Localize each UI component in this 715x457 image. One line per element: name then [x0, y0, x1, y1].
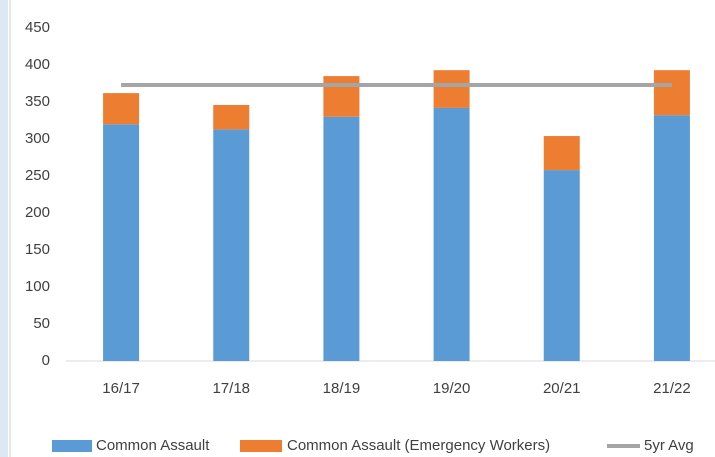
y-tick-label: 300: [25, 130, 50, 147]
y-tick-label: 450: [25, 19, 50, 36]
legend-label: Common Assault (Emergency Workers): [287, 437, 550, 454]
legend-label: Common Assault: [96, 437, 210, 454]
bar-segment: [433, 70, 470, 108]
x-tick-label: 20/21: [543, 380, 581, 397]
x-tick-label: 18/19: [323, 380, 361, 397]
y-tick-label: 250: [25, 167, 50, 184]
y-tick-label: 100: [25, 278, 50, 295]
side-strip: [0, 0, 8, 457]
bar-segment: [323, 116, 360, 361]
bar-segment: [213, 104, 250, 130]
x-tick-label: 17/18: [212, 380, 250, 397]
legend-swatch: [240, 440, 282, 452]
x-tick-label: 16/17: [102, 380, 140, 397]
y-tick-label: 50: [33, 315, 50, 332]
bar-segment: [103, 124, 140, 361]
bar-segment: [103, 93, 140, 125]
y-tick-label: 150: [25, 241, 50, 258]
y-tick-label: 0: [42, 352, 50, 369]
bar-segment: [543, 136, 580, 171]
bar-segment: [433, 107, 470, 361]
bar-segment: [213, 129, 250, 361]
legend-swatch: [52, 440, 92, 452]
bar-segment: [653, 115, 690, 361]
x-tick-label: 19/20: [433, 380, 471, 397]
bar-segment: [653, 70, 690, 116]
bar-segment: [323, 76, 360, 117]
bar-segment: [543, 170, 580, 361]
legend-label: 5yr Avg: [644, 437, 694, 454]
y-tick-label: 350: [25, 93, 50, 110]
y-tick-label: 200: [25, 204, 50, 221]
x-tick-label: 21/22: [653, 380, 691, 397]
y-tick-label: 400: [25, 56, 50, 73]
